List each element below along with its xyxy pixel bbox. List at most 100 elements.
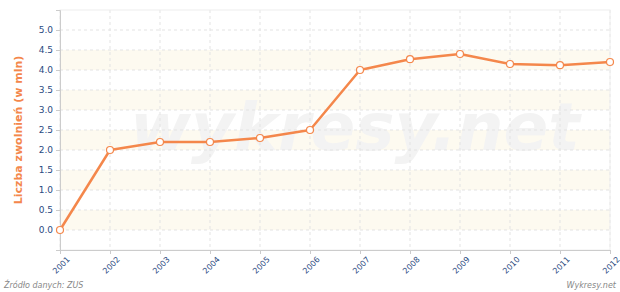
grid-line-x — [460, 10, 461, 250]
grid-line-x — [260, 10, 261, 250]
y-tick-label: 0.5 — [39, 205, 53, 215]
grid-line-y — [60, 190, 610, 191]
data-line — [60, 54, 610, 230]
x-tick: 2012 — [601, 250, 620, 276]
y-tick-mark — [56, 30, 60, 31]
data-point — [157, 139, 164, 146]
x-tick-label: 2012 — [601, 255, 620, 276]
y-tick-mark — [56, 70, 60, 71]
bands — [60, 50, 610, 230]
grid-line-x — [210, 10, 211, 250]
y-axis-title: Liczba zwolnień (w mln) — [12, 56, 25, 205]
x-tick-label: 2002 — [101, 255, 122, 276]
y-tick-label: 2.0 — [39, 145, 54, 155]
x-tick-mark — [610, 250, 611, 254]
y-tick: 2.0 — [39, 145, 60, 155]
y-tick: 3.5 — [39, 85, 60, 95]
x-tick-label: 2009 — [451, 255, 472, 276]
grid-line-y — [60, 90, 610, 91]
source: Źródło danych: ZUS — [3, 279, 83, 290]
x-tick-mark — [260, 250, 261, 254]
data-point — [557, 62, 564, 69]
x-tick: 2007 — [351, 250, 372, 276]
x-tick-label: 2005 — [251, 255, 272, 276]
x-tick-label: 2001 — [51, 255, 72, 276]
x-tick-mark — [460, 250, 461, 254]
grid-line-x — [360, 10, 361, 250]
x-tick-label: 2006 — [301, 255, 322, 276]
y-tick-mark — [56, 90, 60, 91]
x-axis: 2001 2002 2003 2004 2005 2006 2007 2008 2009 2010… — [51, 250, 620, 276]
plot-frame — [60, 10, 610, 250]
y-tick: 1.5 — [39, 165, 60, 175]
grid-line-y — [60, 210, 610, 211]
watermark: wykresy.net — [130, 89, 582, 166]
grid-line-y — [60, 130, 610, 131]
y-tick-label: 4.0 — [39, 65, 54, 75]
x-tick-mark — [310, 250, 311, 254]
grid-line-x — [160, 10, 161, 250]
y-tick-label: 3.0 — [39, 105, 54, 115]
grid-line-y — [60, 110, 610, 111]
chart-svg: wykresy.net0.00.51.01.52.02.53.03.54.04.… — [0, 0, 620, 292]
grid-line-y — [60, 30, 610, 31]
y-tick-label: 5.0 — [39, 25, 54, 35]
grid-line-x — [410, 10, 411, 250]
x-tick-mark — [360, 250, 361, 254]
x-tick: 2006 — [301, 250, 322, 276]
grid-line-y — [60, 50, 610, 51]
x-tick-mark — [210, 250, 211, 254]
grid-line-y — [60, 230, 610, 231]
x-tick: 2005 — [251, 250, 272, 276]
x-tick-label: 2008 — [401, 255, 422, 276]
grid-line-x — [510, 10, 511, 250]
x-tick: 2008 — [401, 250, 422, 276]
x-tick: 2002 — [101, 250, 122, 276]
x-tick: 2004 — [201, 250, 222, 276]
y-tick-mark — [56, 150, 60, 151]
y-tick-label: 3.5 — [39, 85, 53, 95]
x-tick-mark — [510, 250, 511, 254]
x-tick: 2011 — [551, 250, 572, 276]
grid-line-y — [60, 170, 610, 171]
y-tick: 4.0 — [39, 65, 60, 75]
y-tick-mark — [56, 130, 60, 131]
y-tick: 3.0 — [39, 105, 60, 115]
chart-container: wykresy.net0.00.51.01.52.02.53.03.54.04.… — [0, 0, 620, 292]
y-tick: 2.5 — [39, 125, 60, 135]
grid — [60, 10, 610, 250]
x-tick-label: 2004 — [201, 255, 222, 276]
x-tick-mark — [410, 250, 411, 254]
y-axis: 0.00.51.01.52.02.53.03.54.04.55.0 — [39, 11, 61, 251]
x-tick-label: 2007 — [351, 255, 372, 276]
x-tick-label: 2010 — [501, 255, 522, 276]
plot-area — [57, 51, 614, 234]
band — [60, 210, 610, 230]
grid-line-y — [60, 150, 610, 151]
band — [60, 170, 610, 190]
y-tick-mark — [56, 210, 60, 211]
y-tick-mark — [56, 190, 60, 191]
y-tick: 5.0 — [39, 25, 60, 35]
band — [60, 50, 610, 70]
y-tick-label: 2.5 — [39, 125, 53, 135]
y-tick-label: 1.0 — [39, 185, 54, 195]
x-tick-mark — [110, 250, 111, 254]
y-tick-mark — [56, 110, 60, 111]
credit: Wykresy.net — [567, 281, 617, 290]
x-tick: 2009 — [451, 250, 472, 276]
x-tick-label: 2011 — [551, 255, 572, 276]
data-point — [407, 56, 414, 63]
data-point — [607, 59, 614, 66]
data-point — [307, 127, 314, 134]
y-axis-line — [56, 11, 61, 251]
x-tick-label: 2003 — [151, 255, 172, 276]
x-tick-mark — [160, 250, 161, 254]
x-tick: 2003 — [151, 250, 172, 276]
x-tick-mark — [560, 250, 561, 254]
y-tick-mark — [56, 170, 60, 171]
data-point — [507, 61, 514, 68]
grid-line-x — [560, 10, 561, 250]
data-point — [207, 139, 214, 146]
y-tick-label: 0.0 — [39, 225, 54, 235]
